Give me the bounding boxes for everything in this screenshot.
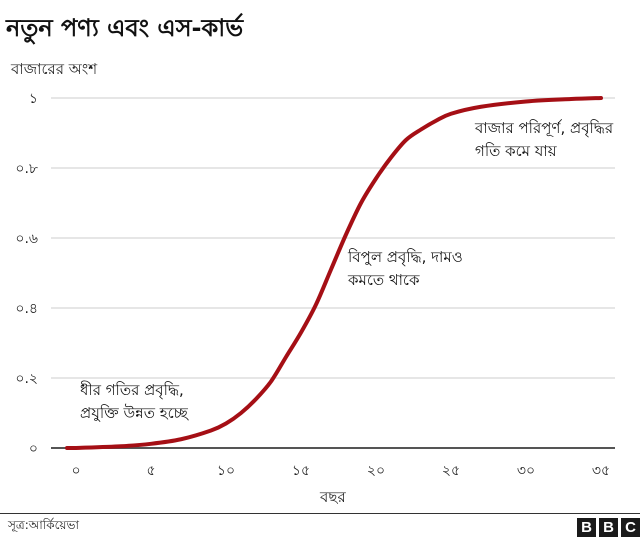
x-tick-label: ১৫ [292, 463, 310, 479]
y-tick-label: ০.৮ [15, 161, 38, 177]
x-axis-label: বছর [320, 488, 346, 506]
footer-divider [0, 513, 640, 514]
bbc-logo: B B C [577, 518, 640, 537]
y-tick-label: ০ [29, 441, 38, 457]
bbc-logo-letter: C [621, 518, 640, 537]
x-tick-label: ২০ [367, 463, 385, 479]
y-tick-label: ১ [29, 91, 38, 107]
y-tick-label: ০.৬ [15, 231, 38, 247]
y-tick-label: ০.২ [15, 371, 38, 387]
annotation-slow-growth: ধীর গতির প্রবৃদ্ধি, প্রযুক্তি উন্নত হচ্ছ… [80, 381, 190, 422]
s-curve-chart: ০ ০.২ ০.৪ ০.৬ ০.৮ ১ ০ ৫ ১০ ১৫ ২০ ২৫ ৩০ ৩৫ ধীর গতির প… [15, 91, 618, 479]
x-tick-label: ৩০ [517, 463, 535, 479]
x-axis-ticks: ০ ৫ ১০ ১৫ ২০ ২৫ ৩০ ৩৫ [71, 463, 610, 479]
x-tick-label: ৩৫ [592, 463, 610, 479]
gridlines [51, 97, 615, 379]
y-axis-label: বাজারের অংশ [11, 60, 98, 78]
annotation-rapid-growth: বিপুল প্রবৃদ্ধি, দামও কমতে থাকে [347, 248, 468, 289]
y-tick-label: ০.৪ [15, 301, 38, 317]
x-tick-label: ০ [71, 463, 80, 479]
bbc-logo-letter: B [577, 518, 596, 537]
annotation-market-saturated: বাজার পরিপূর্ণ, প্রবৃদ্ধির গতি কমে যায় [474, 119, 618, 160]
source-note: সূত্র:আর্কিয়েভা [8, 518, 79, 532]
x-tick-label: ৫ [146, 463, 155, 479]
x-tick-label: ২৫ [442, 463, 460, 479]
s-curve-line [65, 96, 603, 450]
bbc-logo-letter: B [599, 518, 618, 537]
chart-title: নতুন পণ্য এবং এস-কার্ভ [6, 14, 244, 42]
y-axis-ticks: ০ ০.২ ০.৪ ০.৬ ০.৮ ১ [15, 91, 38, 457]
x-tick-label: ১০ [217, 463, 235, 479]
